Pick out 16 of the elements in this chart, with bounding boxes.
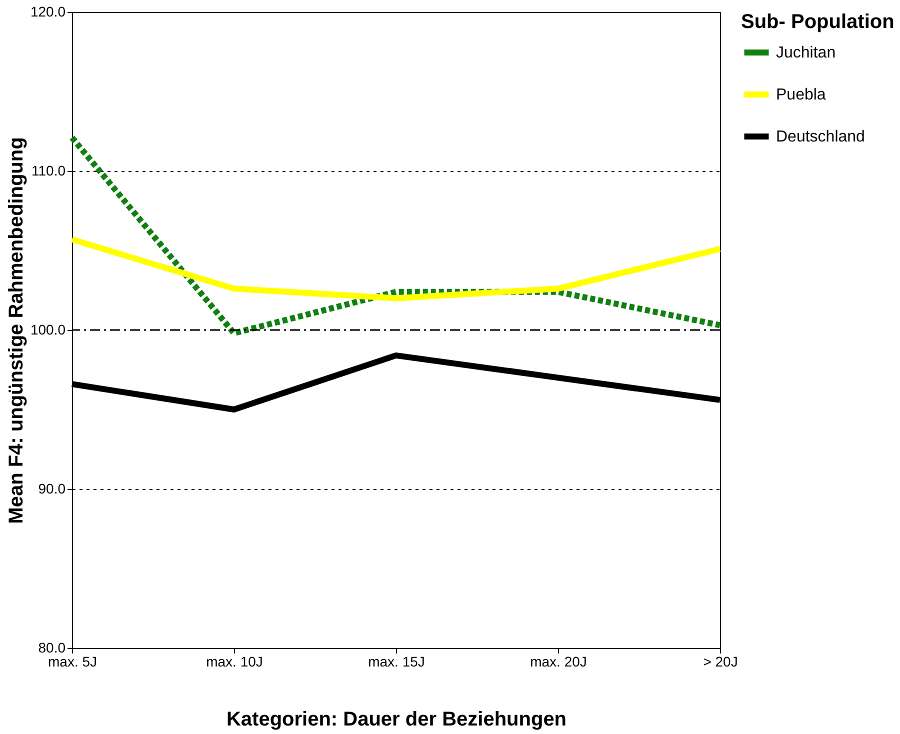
legend-label: Deutschland (776, 128, 865, 146)
x-tick-label: max. 15J (368, 654, 425, 670)
y-tick-label: 120.0 (30, 4, 66, 20)
x-axis-title: Kategorien: Dauer der Beziehungen (226, 708, 567, 730)
x-tick-label: max. 20J (530, 654, 587, 670)
x-tick-label: max. 5J (48, 654, 98, 670)
legend-title: Sub- Population (741, 11, 894, 33)
y-tick-label: 110.0 (32, 162, 66, 178)
y-axis-title: Mean F4: ungünstige Rahmenbedingung (5, 137, 28, 524)
y-tick-label: 90.0 (38, 480, 66, 496)
x-tick-label: > 20J (703, 654, 738, 670)
legend-label: Juchitan (776, 44, 836, 62)
y-tick-label: 80.0 (38, 640, 66, 656)
legend-label: Puebla (776, 86, 826, 104)
y-tick-label: 100.0 (30, 322, 66, 338)
x-tick-label: max. 10J (206, 654, 263, 670)
